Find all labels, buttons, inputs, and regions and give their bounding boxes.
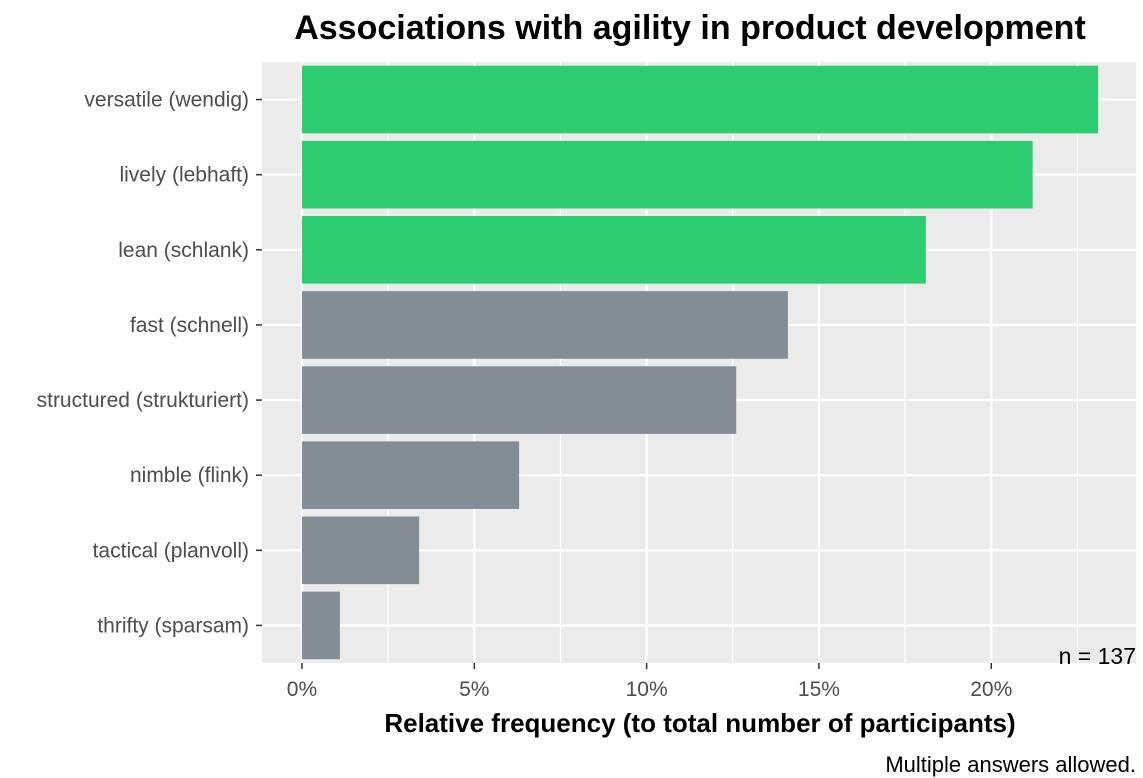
y-tick-label: versatile (wendig) <box>84 89 249 112</box>
x-tick-label: 5% <box>459 678 489 701</box>
bar <box>301 441 520 509</box>
y-tick-label: fast (schnell) <box>130 314 249 337</box>
y-tick-label: lean (schlank) <box>118 239 249 262</box>
x-tick-label: 10% <box>626 678 668 701</box>
y-axis: versatile (wendig) lively (lebhaft) lean (… <box>37 89 262 637</box>
y-tick-label: thrifty (sparsam) <box>97 614 249 637</box>
y-tick-label: structured (strukturiert) <box>37 389 249 412</box>
bar <box>301 366 737 434</box>
y-tick-label: nimble (flink) <box>130 464 249 487</box>
x-tick-label: 15% <box>798 678 840 701</box>
bar <box>301 65 1099 134</box>
bar <box>301 291 788 359</box>
chart-caption: Multiple answers allowed. <box>885 752 1136 777</box>
bar <box>301 216 926 284</box>
y-tick-label: lively (lebhaft) <box>119 164 249 187</box>
bars <box>301 65 1099 660</box>
x-axis-label: Relative frequency (to total number of p… <box>384 708 1015 738</box>
bar <box>301 516 420 585</box>
bar <box>301 140 1033 209</box>
x-tick-label: 0% <box>287 678 317 701</box>
bar <box>301 591 340 660</box>
x-tick-label: 20% <box>970 678 1012 701</box>
x-axis: 0% 5% 10% 15% 20% <box>287 663 1012 701</box>
sample-size-annotation: n = 137 <box>1059 643 1136 669</box>
chart-title: Associations with agility in product dev… <box>294 9 1086 47</box>
y-tick-label: tactical (planvoll) <box>93 539 249 562</box>
